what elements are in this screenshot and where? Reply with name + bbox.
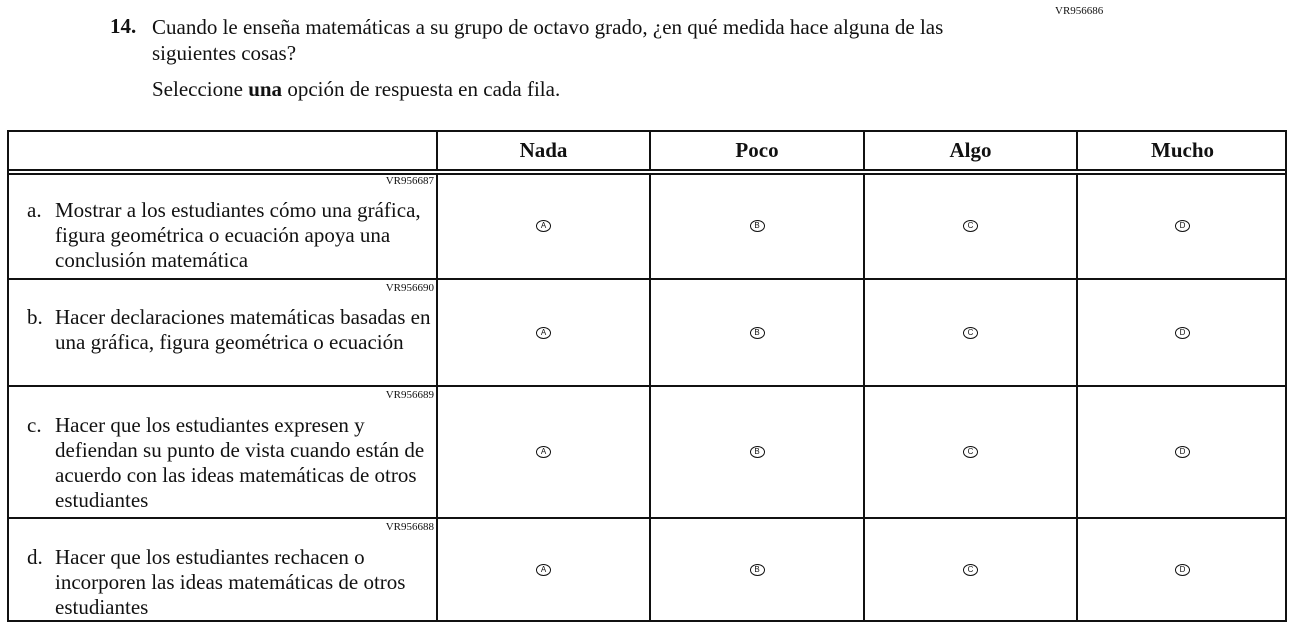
item-statement: Hacer declaraciones matemáticas basadas … xyxy=(55,305,431,354)
answer-bubble-b[interactable]: B xyxy=(749,446,765,458)
instruction-pre: Seleccione xyxy=(152,77,249,101)
answer-bubble-b[interactable]: B xyxy=(749,563,765,576)
response-cell-poco: B xyxy=(649,387,863,517)
answer-bubble-c[interactable]: C xyxy=(963,446,978,458)
item-code: VR956687 xyxy=(385,175,434,187)
item-code: VR956690 xyxy=(385,282,434,294)
answer-bubble-b[interactable]: B xyxy=(749,219,765,232)
answer-bubble-a[interactable]: A xyxy=(536,563,551,576)
response-cell-mucho: D xyxy=(1076,173,1287,278)
item-statement: Mostrar a los estudiantes cómo una gráfi… xyxy=(55,198,421,272)
response-cell-mucho: D xyxy=(1076,519,1287,620)
item-code: VR956689 xyxy=(385,389,434,401)
table-row: VR956690 b. Hacer declaraciones matemáti… xyxy=(9,278,1285,385)
answer-bubble-c[interactable]: C xyxy=(963,563,978,576)
item-statement: Hacer que los estudiantes rechacen o inc… xyxy=(55,545,406,619)
item-letter: d. xyxy=(27,545,43,569)
response-cell-nada: A xyxy=(436,387,649,517)
column-header-poco: Poco xyxy=(649,132,863,169)
item-letter: a. xyxy=(27,198,42,222)
item-letter: c. xyxy=(27,413,42,437)
response-cell-poco: B xyxy=(649,519,863,620)
answer-bubble-d[interactable]: D xyxy=(1175,219,1190,232)
answer-bubble-d[interactable]: D xyxy=(1175,326,1190,339)
question-code: VR956686 xyxy=(1055,5,1104,17)
header-divider xyxy=(9,169,1285,171)
response-cell-nada: A xyxy=(436,173,649,278)
table-row: VR956689 c. Hacer que los estudiantes ex… xyxy=(9,385,1285,517)
response-cell-mucho: D xyxy=(1076,280,1287,385)
response-cell-poco: B xyxy=(649,280,863,385)
answer-bubble-d[interactable]: D xyxy=(1175,563,1190,576)
answer-bubble-c[interactable]: C xyxy=(963,219,978,232)
response-cell-algo: C xyxy=(863,280,1076,385)
column-header-nada: Nada xyxy=(436,132,649,169)
instruction-bold: una xyxy=(248,77,283,101)
column-header-mucho: Mucho xyxy=(1076,132,1287,169)
answer-bubble-b[interactable]: B xyxy=(749,326,765,339)
answer-bubble-a[interactable]: A xyxy=(536,219,551,232)
response-cell-nada: A xyxy=(436,280,649,385)
response-cell-poco: B xyxy=(649,173,863,278)
answer-bubble-a[interactable]: A xyxy=(536,326,551,339)
item-statement: Hacer que los estudiantes expresen y def… xyxy=(55,413,425,512)
item-code: VR956688 xyxy=(385,521,434,533)
answer-bubble-a[interactable]: A xyxy=(536,446,551,458)
column-header-algo: Algo xyxy=(863,132,1076,169)
answer-bubble-d[interactable]: D xyxy=(1175,446,1190,458)
question-text: Cuando le enseña matemáticas a su grupo … xyxy=(152,15,944,65)
response-table: Nada Poco Algo Mucho VR956687 a. Mostrar a … xyxy=(7,130,1287,622)
instruction: Seleccione una opción de respuesta en ca… xyxy=(152,77,560,102)
response-cell-algo: C xyxy=(863,387,1076,517)
response-cell-nada: A xyxy=(436,519,649,620)
header-divider xyxy=(9,173,1285,175)
response-cell-algo: C xyxy=(863,519,1076,620)
response-cell-mucho: D xyxy=(1076,387,1287,517)
answer-bubble-c[interactable]: C xyxy=(963,326,978,339)
response-cell-algo: C xyxy=(863,173,1076,278)
table-row: VR956687 a. Mostrar a los estudiantes có… xyxy=(9,173,1285,278)
item-letter: b. xyxy=(27,305,43,329)
question-number: 14. xyxy=(110,14,137,38)
table-row: VR956688 d. Hacer que los estudiantes re… xyxy=(9,517,1285,620)
instruction-post: opción de respuesta en cada fila. xyxy=(282,77,561,101)
table-body: VR956687 a. Mostrar a los estudiantes có… xyxy=(9,173,1285,620)
